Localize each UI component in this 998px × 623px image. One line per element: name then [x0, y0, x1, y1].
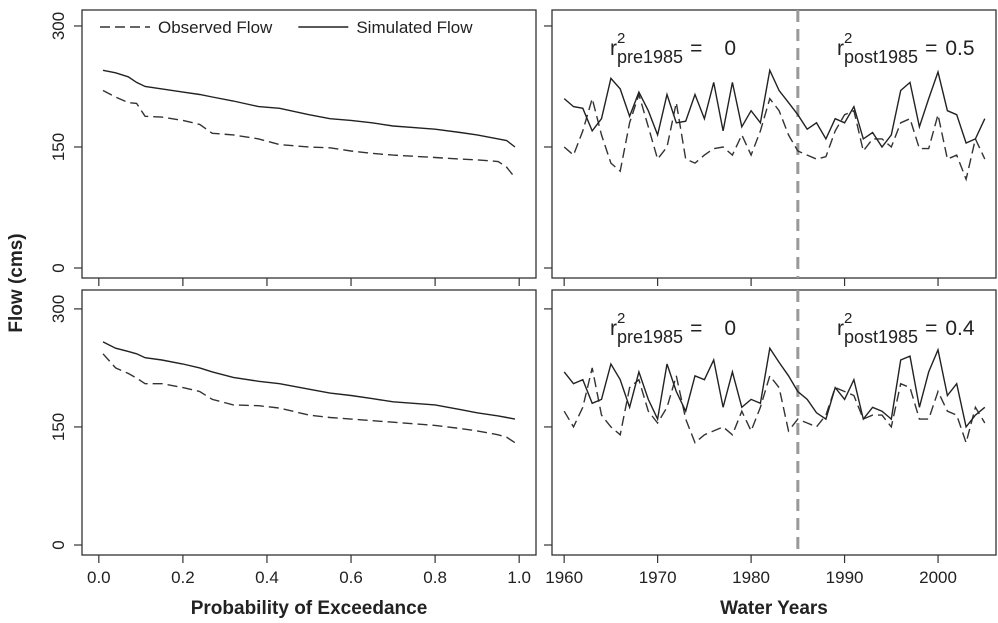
x-tick-label: 1.0: [507, 568, 531, 587]
y-tick-label: 0: [49, 540, 68, 549]
annotation-base: r: [610, 37, 617, 60]
annotation-sub: pre1985: [617, 327, 683, 347]
annotation-value: 0.4: [945, 317, 975, 340]
flow-line: [102, 353, 516, 444]
r-squared-annotation: r2 post1985 = 0.5: [837, 30, 975, 67]
annotation-eq: =: [690, 37, 702, 60]
flow-line: [563, 67, 986, 149]
annotation-base: r: [837, 317, 844, 340]
y-tick-label: 150: [49, 133, 68, 161]
annotation-sup: 2: [617, 310, 625, 327]
flow-line: [102, 341, 516, 420]
x-tick-label: 0.6: [339, 568, 363, 587]
x-tick-label: 1970: [639, 568, 677, 587]
annotation-sup: 2: [844, 310, 852, 327]
x-tick-label: 1960: [545, 568, 583, 587]
annotation-sup: 2: [844, 30, 852, 47]
y-tick-label: 300: [49, 12, 68, 40]
plot-frame: [551, 289, 997, 556]
flow-line: [563, 367, 986, 446]
x-tick-label: 2000: [919, 568, 957, 587]
y-tick-label: 300: [49, 295, 68, 323]
annotation-eq: =: [925, 317, 937, 340]
x-axis-label: Probability of Exceedance: [191, 598, 428, 619]
x-tick-label: 0.8: [423, 568, 447, 587]
x-tick-label: 0.2: [171, 568, 195, 587]
annotation-sub: post1985: [844, 327, 918, 347]
annotation-sub: pre1985: [617, 47, 683, 67]
r-squared-annotation: r2 pre1985 = 0: [610, 30, 736, 67]
r-squared-annotation: r2 post1985 = 0.4: [837, 310, 975, 347]
x-tick-label: 0.4: [255, 568, 279, 587]
plot-frame: [551, 9, 997, 279]
y-axis-label: Flow (cms): [6, 233, 27, 332]
flow-line: [102, 69, 516, 148]
plot-frame: [81, 9, 537, 279]
x-tick-label: 0.0: [87, 568, 111, 587]
flow-line: [563, 346, 986, 429]
annotation-value: 0: [724, 37, 736, 60]
annotation-value: 0: [724, 317, 736, 340]
x-tick-label: 1980: [732, 568, 770, 587]
plot-frame: [81, 289, 537, 556]
x-axis-label: Water Years: [720, 598, 828, 619]
annotation-value: 0.5: [945, 37, 974, 60]
annotation-sub: post1985: [844, 47, 918, 67]
legend-label: Simulated Flow: [356, 18, 473, 37]
annotation-sup: 2: [617, 30, 625, 47]
annotation-base: r: [610, 317, 617, 340]
annotation-eq: =: [925, 37, 937, 60]
legend-label: Observed Flow: [158, 18, 273, 37]
annotation-base: r: [837, 37, 844, 60]
x-tick-label: 1990: [826, 568, 864, 587]
y-tick-label: 150: [49, 413, 68, 441]
r-squared-annotation: r2 pre1985 = 0: [610, 310, 736, 347]
y-tick-label: 0: [49, 263, 68, 272]
annotation-eq: =: [690, 317, 702, 340]
flow-line: [563, 92, 986, 182]
flow-line: [102, 89, 516, 179]
